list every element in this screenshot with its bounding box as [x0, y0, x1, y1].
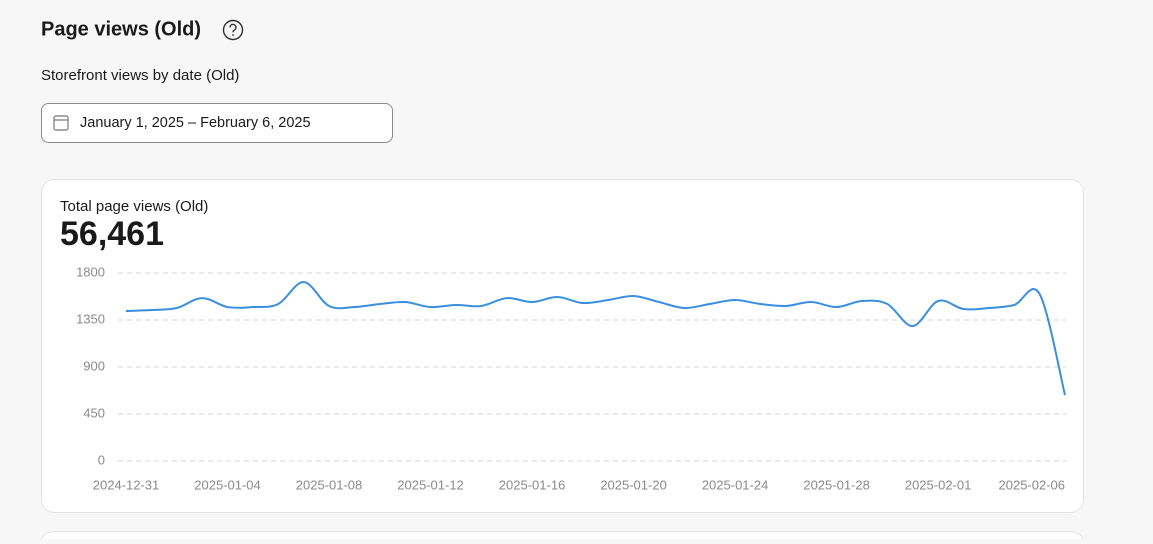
line — [125, 280, 1066, 396]
card — [41, 179, 1084, 513]
x-tick-label: 2025-01-28 — [803, 477, 870, 492]
help-icon[interactable] — [222, 19, 244, 41]
date-range: January 1, 2025 – February 6, 2025 — [80, 115, 311, 131]
x-tick-label: 2025-01-04 — [194, 477, 261, 492]
subtitle: Storefront views by date (Old) — [41, 67, 239, 84]
next-card — [41, 531, 1084, 544]
x-tick-label: 2025-01-16 — [499, 477, 566, 492]
page-title: Page views (Old) — [41, 18, 201, 40]
y-tick-label: 450 — [83, 405, 105, 420]
y-tick-label: 1350 — [76, 311, 105, 326]
card-total: 56,461 — [60, 215, 164, 253]
x-tick-label: 2025-01-20 — [600, 477, 667, 492]
y-tick-label: 0 — [98, 452, 105, 467]
card-label: Total page views (Old) — [60, 198, 208, 215]
y-tick-label: 1800 — [76, 264, 105, 279]
x-tick-label: 2025-02-06 — [999, 477, 1066, 492]
x-tick-label: 2025-01-24 — [702, 477, 769, 492]
date-picker[interactable]: January 1, 2025 – February 6, 2025 — [41, 103, 393, 143]
y-tick-label: 900 — [83, 358, 105, 373]
x-tick-label: 2025-02-01 — [905, 477, 972, 492]
x-tick-label: 2024-12-31 — [93, 477, 160, 492]
x-tick-label: 2025-01-12 — [397, 477, 464, 492]
x-tick-label: 2025-01-08 — [296, 477, 363, 492]
